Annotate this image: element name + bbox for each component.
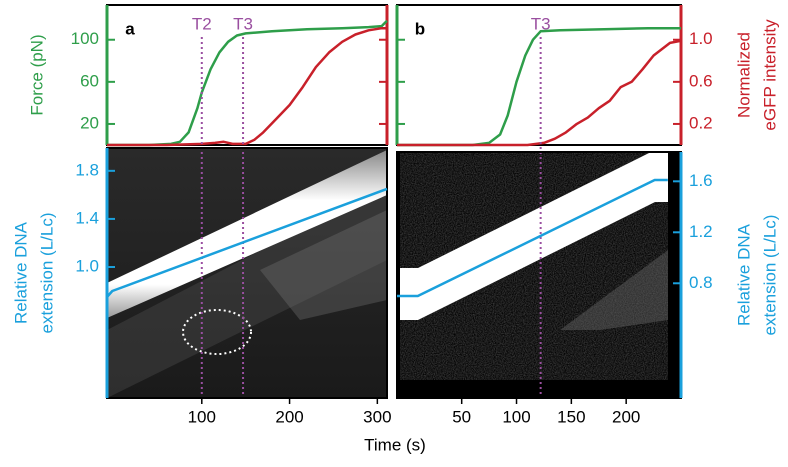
y-tick-label: 1.6: [689, 171, 713, 190]
axis-label: eGFP intensity: [760, 19, 779, 131]
series-line: [397, 26, 681, 147]
y-tick-label: 1.0: [75, 256, 99, 275]
annotation-label: T2: [192, 14, 212, 33]
y-tick-label: 1.8: [75, 160, 99, 179]
axis-label: extension (L/Lc): [760, 215, 779, 336]
panel-label: a: [125, 19, 135, 38]
y-tick-label: 0.8: [689, 273, 713, 292]
series-line: [397, 39, 682, 147]
y-tick-label: 100: [71, 29, 99, 48]
panel-label: b: [415, 19, 425, 38]
x-tick-label: 200: [612, 407, 640, 426]
y-tick-label: 20: [80, 113, 99, 132]
y-tick-label: 1.0: [689, 29, 713, 48]
axis-label: Relative DNA: [11, 221, 30, 324]
x-tick-label: 100: [502, 407, 530, 426]
x-tick-label: 100: [188, 407, 216, 426]
y-tick-label: 0.6: [689, 71, 713, 90]
x-axis-label: Time (s): [364, 435, 426, 454]
kymograph-a: [107, 148, 387, 398]
y-tick-label: 1.4: [75, 208, 99, 227]
x-tick-label: 150: [557, 407, 585, 426]
axis-label: extension (L/Lc): [37, 213, 56, 334]
axis-label: Relative DNA: [734, 223, 753, 326]
axis-label: Normalized: [734, 32, 753, 118]
annotation-label: T3: [531, 14, 551, 33]
y-tick-label: 1.2: [689, 222, 713, 241]
x-tick-label: 50: [452, 407, 471, 426]
series-line: [106, 187, 388, 298]
series-line: [107, 19, 388, 147]
series-line: [107, 26, 387, 147]
series-line: [397, 178, 668, 298]
y-tick-label: 60: [80, 71, 99, 90]
x-tick-label: 200: [275, 407, 303, 426]
y-tick-label: 0.2: [689, 113, 713, 132]
axis-label: Force (pN): [27, 34, 46, 115]
x-tick-label: 300: [363, 407, 391, 426]
annotation-label: T3: [233, 14, 253, 33]
kymograph-b: [397, 150, 681, 398]
